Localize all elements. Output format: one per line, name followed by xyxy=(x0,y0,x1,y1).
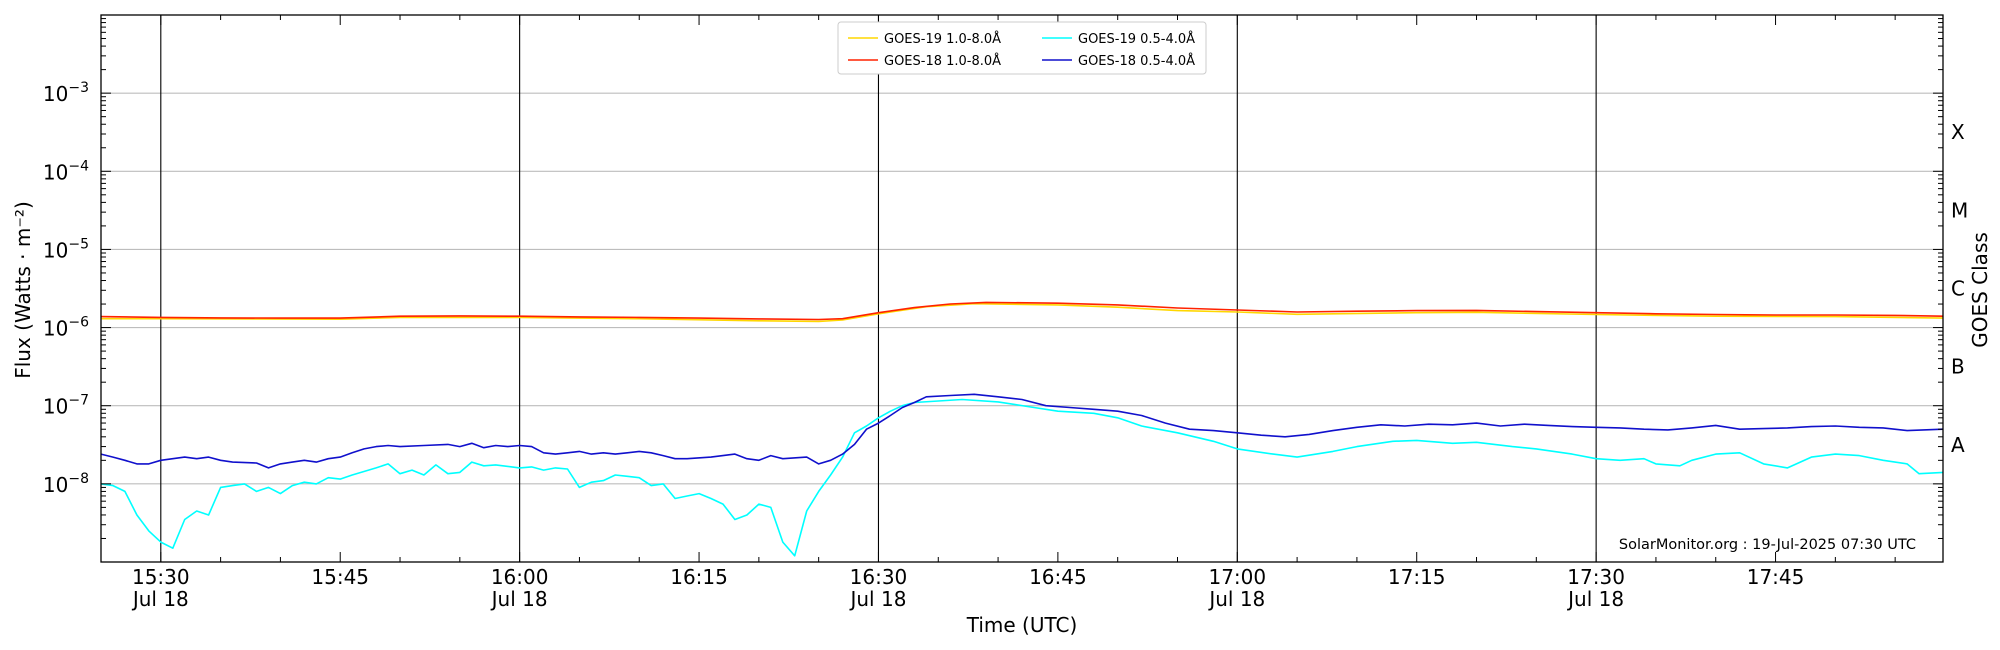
x-axis-title: Time (UTC) xyxy=(966,613,1078,637)
y-tick-labels: 10−8 10−7 10−6 10−5 10−4 10−3 xyxy=(43,80,89,497)
goes-class-labels: A B C M X xyxy=(1951,120,1968,457)
y-tick-label: 10−6 xyxy=(43,315,89,341)
y-tick-label: 10−5 xyxy=(43,236,89,262)
series-line xyxy=(100,393,1944,469)
legend-label: GOES-19 0.5-4.0Å xyxy=(1078,31,1195,47)
series-line xyxy=(100,301,1944,321)
axis-ticks xyxy=(100,15,1943,563)
x-tick-date-label: Jul 18 xyxy=(1207,587,1265,611)
y-tick-label: 10−4 xyxy=(43,158,89,184)
x-tick-date-label: Jul 18 xyxy=(490,587,548,611)
plot-frame xyxy=(100,14,1944,563)
goes-class-label: C xyxy=(1951,277,1965,301)
day-marker-lines xyxy=(160,15,1597,562)
x-tick-label: 17:00 xyxy=(1208,565,1266,589)
x-tick-label: 16:15 xyxy=(670,565,728,589)
x-tick-label: 17:30 xyxy=(1567,565,1625,589)
legend: GOES-19 1.0-8.0Å GOES-18 1.0-8.0Å GOES-19 … xyxy=(837,21,1207,75)
x-tick-label: 16:00 xyxy=(491,565,549,589)
legend-label: GOES-18 1.0-8.0Å xyxy=(884,53,1001,69)
right-axis-title: GOES Class xyxy=(1968,232,1992,348)
goes-class-label: M xyxy=(1951,198,1968,222)
goes-class-label: X xyxy=(1951,120,1965,144)
x-tick-label: 15:30 xyxy=(132,565,190,589)
x-tick-label: 15:45 xyxy=(311,565,369,589)
goes-class-label: B xyxy=(1951,355,1965,379)
x-tick-date-label: Jul 18 xyxy=(131,587,189,611)
y-axis-title: Flux (Watts · m⁻²) xyxy=(11,201,35,379)
legend-label: GOES-18 0.5-4.0Å xyxy=(1078,53,1195,69)
x-tick-label: 17:15 xyxy=(1388,565,1446,589)
x-tick-date-label: Jul 18 xyxy=(848,587,906,611)
goes-class-label: A xyxy=(1951,433,1965,457)
legend-label: GOES-19 1.0-8.0Å xyxy=(884,31,1001,47)
x-tick-label: 16:30 xyxy=(850,565,908,589)
credit-text: SolarMonitor.org : 19-Jul-2025 07:30 UTC xyxy=(1619,537,1916,553)
series-line xyxy=(100,398,1944,557)
x-tick-date-label: Jul 18 xyxy=(1566,587,1624,611)
y-tick-label: 10−8 xyxy=(43,471,89,497)
y-tick-label: 10−3 xyxy=(43,80,89,106)
data-series xyxy=(100,301,1944,557)
x-tick-label: 16:45 xyxy=(1029,565,1087,589)
y-tick-label: 10−7 xyxy=(43,393,89,419)
legend-box xyxy=(837,21,1207,75)
x-tick-label: 17:45 xyxy=(1747,565,1805,589)
